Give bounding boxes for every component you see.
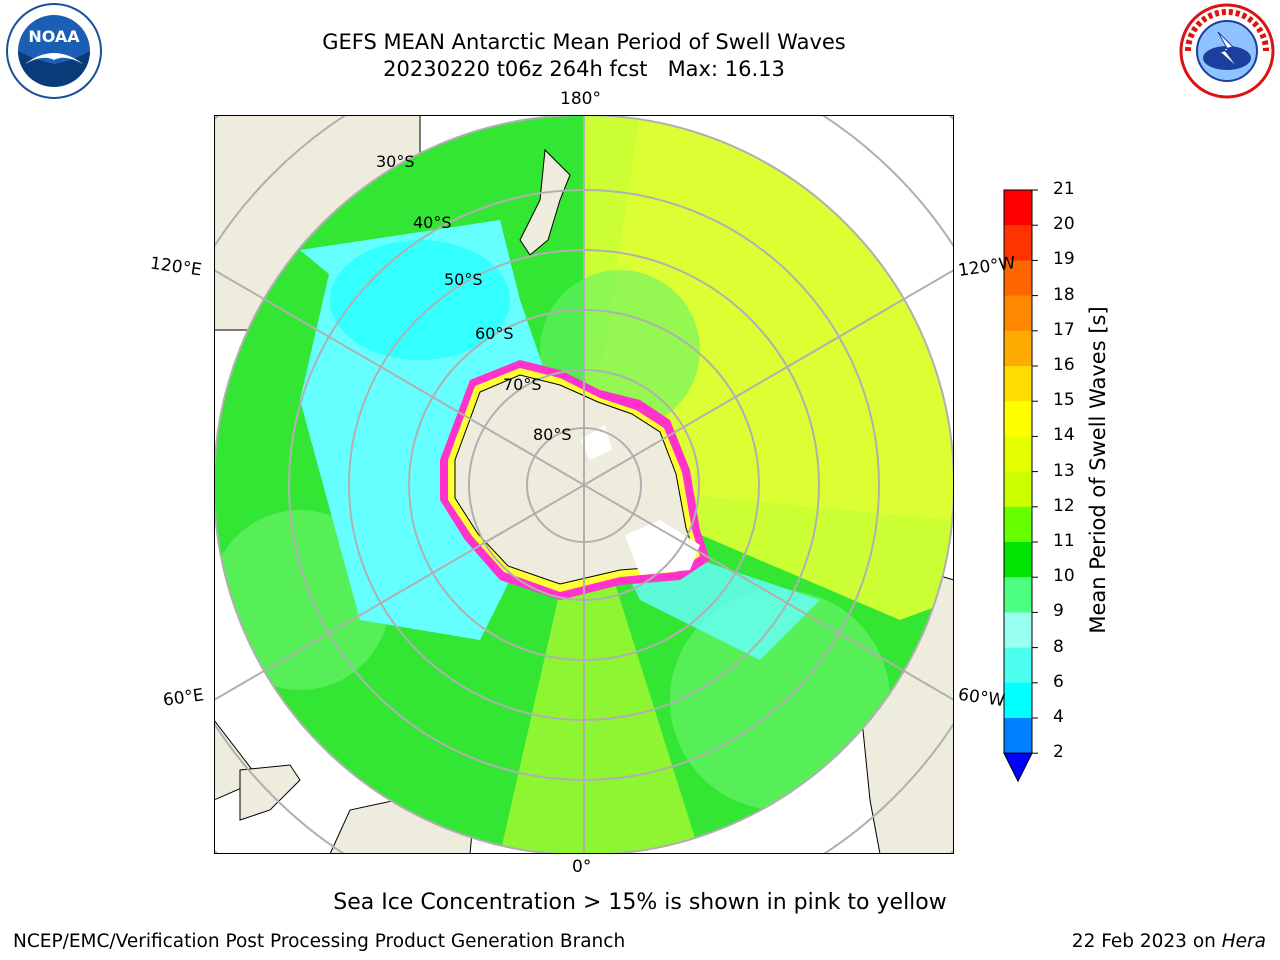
colorbar-tick-label: 4 — [1053, 707, 1064, 727]
colorbar-band — [1004, 330, 1032, 367]
colorbar-tick-label: 11 — [1053, 531, 1075, 551]
ross-sea-ice — [580, 425, 612, 460]
colorbar-band — [1004, 471, 1032, 508]
colorbar-tick-label: 2 — [1053, 742, 1064, 763]
colorbar-tick-label: 15 — [1053, 390, 1075, 411]
colorbar-tick-label: 14 — [1053, 425, 1075, 446]
lat-label-80s: 80°S — [533, 425, 572, 444]
colorbar-tick-label: 8 — [1053, 636, 1064, 657]
weddell-sea-ice — [625, 520, 700, 575]
colorbar-band — [1004, 542, 1032, 578]
footer-credit: NCEP/EMC/Verification Post Processing Pr… — [13, 931, 626, 952]
colorbar-band — [1004, 682, 1032, 719]
colorbar-band — [1004, 577, 1032, 613]
lat-label-50s: 50°S — [444, 270, 483, 289]
lat-label-30s: 30°S — [376, 152, 415, 171]
colorbar-band — [1004, 647, 1032, 684]
colorbar-tick-label: 20 — [1053, 214, 1075, 235]
colorbar-band — [1004, 506, 1032, 543]
colorbar-band — [1004, 436, 1032, 473]
colorbar-band — [1004, 190, 1032, 226]
sea-ice-note: Sea Ice Concentration > 15% is shown in … — [333, 890, 947, 915]
colorbar-band — [1004, 260, 1032, 297]
nws-logo — [1178, 2, 1276, 100]
chart-title: GEFS MEAN Antarctic Mean Period of Swell… — [322, 30, 846, 54]
colorbar-tick-label: 17 — [1053, 319, 1075, 340]
colorbar-tick-label: 19 — [1053, 249, 1075, 270]
footer-host: Hera — [1221, 931, 1266, 952]
colorbar-tick-label: 21 — [1053, 179, 1075, 199]
noaa-logo: NOAA — [5, 2, 103, 100]
colorbar-band — [1004, 401, 1032, 437]
colorbar-tick-label: 12 — [1053, 495, 1075, 516]
colorbar-tick-label: 18 — [1053, 284, 1075, 305]
footer-date-text: 22 Feb 2023 on — [1071, 931, 1222, 952]
colorbar-extend-min — [1003, 752, 1033, 783]
colorbar — [1003, 189, 1038, 783]
footer-date: 22 Feb 2023 on Hera — [1072, 931, 1266, 952]
lon-label-0: 0° — [572, 857, 592, 877]
colorbar-tick-label: 16 — [1053, 355, 1075, 375]
lon-label-180: 180° — [560, 89, 601, 109]
colorbar-band — [1004, 612, 1032, 649]
lat-label-70s: 70°S — [503, 375, 542, 394]
chart-subtitle: 20230220 t06z 264h fcst Max: 16.13 — [383, 57, 785, 81]
colorbar-tick-label: 13 — [1053, 460, 1075, 481]
lat-label-60s: 60°S — [475, 324, 514, 343]
colorbar-tick-label: 6 — [1053, 671, 1064, 692]
lat-label-40s: 40°S — [413, 213, 452, 232]
svg-text:NOAA: NOAA — [28, 27, 80, 46]
colorbar-band — [1004, 295, 1032, 332]
colorbar-label: Mean Period of Swell Waves [s] — [1086, 306, 1110, 634]
colorbar-tick-label: 10 — [1053, 566, 1075, 587]
colorbar-tick-label: 9 — [1053, 601, 1064, 622]
colorbar-band — [1004, 366, 1032, 402]
colorbar-band — [1004, 718, 1032, 754]
new-zealand-land — [519, 148, 571, 256]
colorbar-band — [1004, 225, 1032, 261]
